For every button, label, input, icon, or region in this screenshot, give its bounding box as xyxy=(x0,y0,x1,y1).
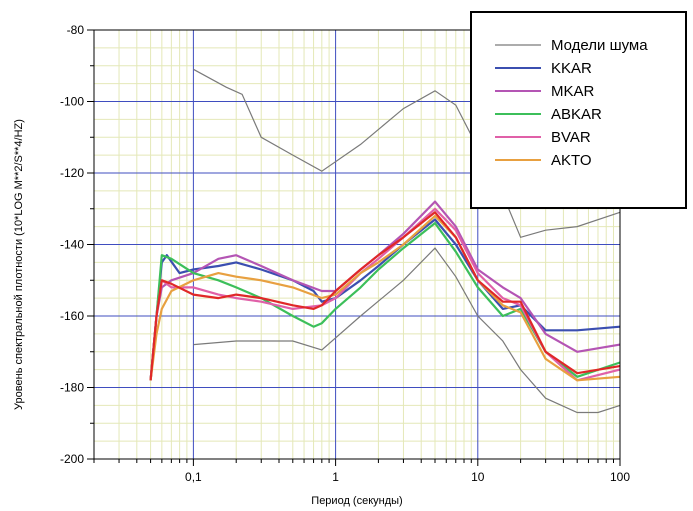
legend: Модели шума KKAR MKAR ABKAR BVAR AKTO xyxy=(470,11,687,209)
legend-items: Модели шума KKAR MKAR ABKAR BVAR AKTO xyxy=(495,37,648,169)
y-tick-label: -80 xyxy=(67,23,85,37)
series-line-akto xyxy=(149,214,621,382)
series-line-kkar xyxy=(149,218,621,381)
x-tick-label: 0,1 xyxy=(185,470,202,484)
y-axis-title: Уровень спектральной плотности (10*LOG M… xyxy=(13,119,25,410)
series-line-abkar xyxy=(149,222,621,381)
legend-label-bvar: BVAR xyxy=(551,129,591,146)
x-tick-label: 10 xyxy=(471,470,485,484)
y-tick-label: -100 xyxy=(60,95,84,109)
y-tick-label: -120 xyxy=(60,166,84,180)
legend-label-akto: AKTO xyxy=(551,152,592,169)
axis-ticks xyxy=(87,29,621,466)
legend-label-kkar: KKAR xyxy=(551,60,592,77)
y-tick-label: -140 xyxy=(60,238,84,252)
series-line-noise-model-0 xyxy=(193,68,621,239)
y-tick-label: -180 xyxy=(60,381,84,395)
x-tick-label: 100 xyxy=(610,470,630,484)
y-tick-label: -160 xyxy=(60,309,84,323)
x-tick-label: 1 xyxy=(332,470,339,484)
series-line-noise-model-1 xyxy=(193,247,621,414)
legend-label-модели-шума: Модели шума xyxy=(551,37,648,54)
x-tick-labels: 0,1 1 10 100 xyxy=(185,470,630,484)
series-line-series-6 xyxy=(149,211,621,381)
y-tick-label: -200 xyxy=(60,452,84,466)
x-axis-title: Период (секунды) xyxy=(311,495,402,507)
series-layer xyxy=(149,68,621,414)
y-tick-labels: -200 -180 -160 -140 -120 -100 -80 xyxy=(60,23,84,466)
legend-label-abkar: ABKAR xyxy=(551,106,602,123)
legend-label-mkar: MKAR xyxy=(551,83,595,100)
